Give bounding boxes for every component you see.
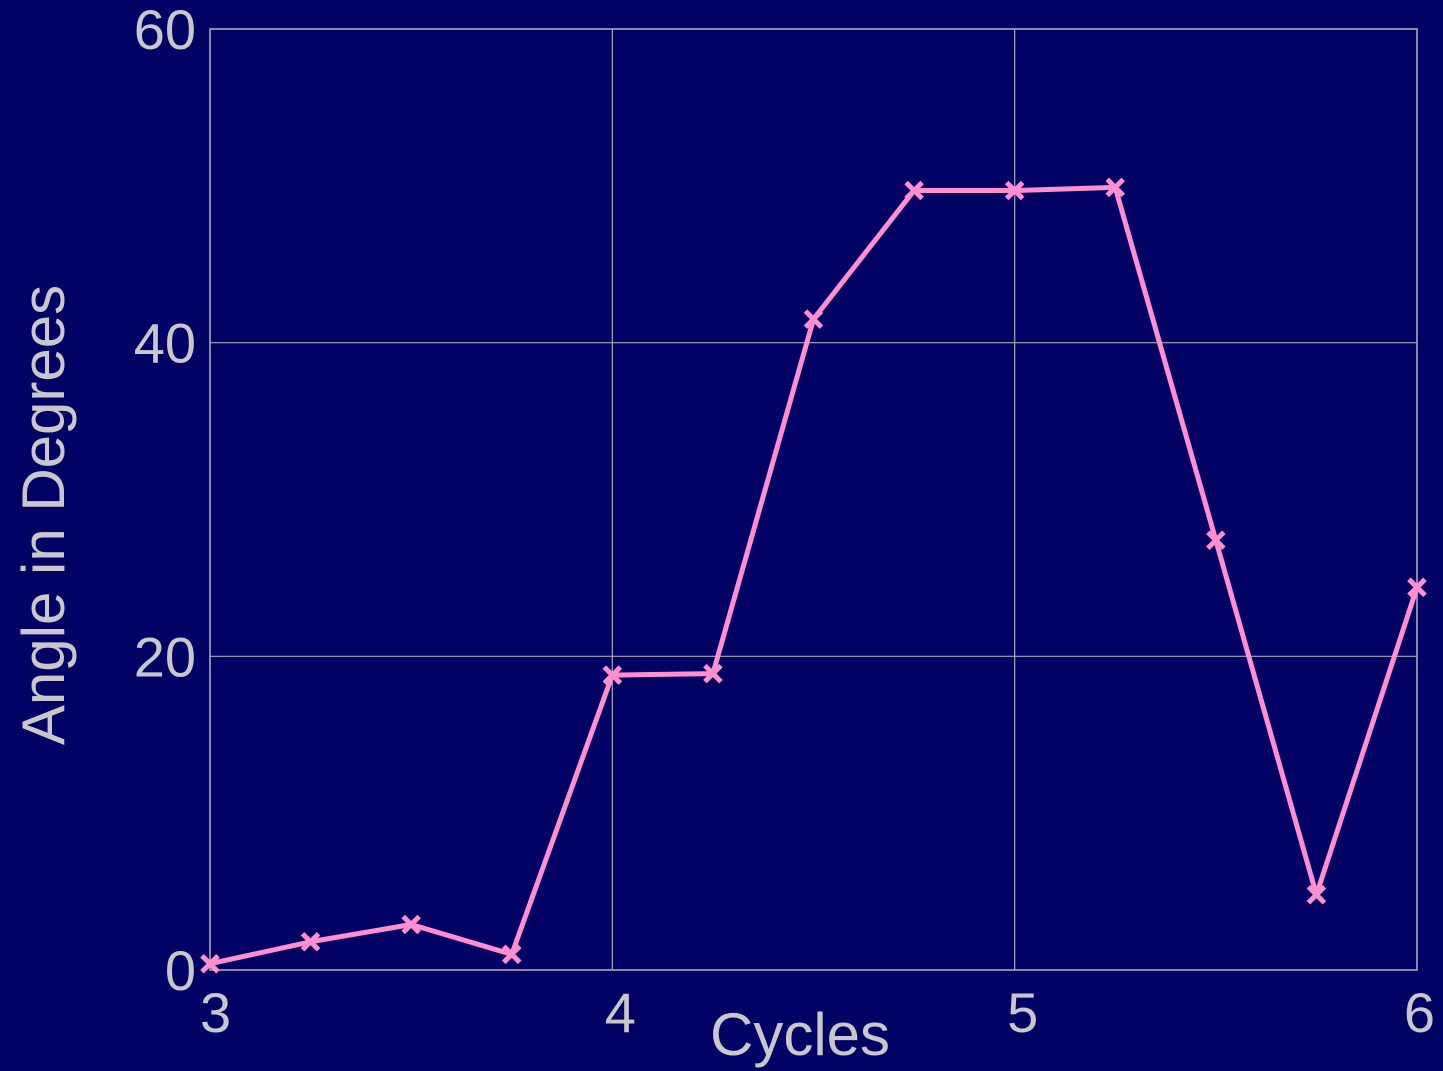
x-tick-label: 3 (200, 981, 231, 1044)
data-point (1206, 530, 1226, 551)
y-tick-label: 60 (134, 0, 196, 61)
data-point (401, 914, 421, 935)
y-tick-label: 40 (134, 312, 196, 375)
data-point (904, 180, 924, 201)
y-tick-label: 0 (165, 939, 196, 1002)
x-tick-label: 6 (1404, 981, 1435, 1044)
y-tick-label: 20 (134, 625, 196, 688)
data-point (1004, 180, 1025, 201)
data-point (1407, 577, 1427, 598)
x-tick-label: 4 (605, 981, 636, 1044)
data-point (1306, 884, 1327, 905)
x-tick-label: 5 (1007, 981, 1038, 1044)
data-point (200, 953, 220, 974)
data-point (501, 944, 522, 965)
data-point (1105, 177, 1126, 198)
data-point (803, 309, 824, 329)
data-point (602, 665, 623, 685)
data-point (703, 663, 723, 684)
data-point (300, 932, 321, 952)
x-axis-title: Cycles (710, 1001, 890, 1068)
y-axis-title: Angle in Degrees (10, 285, 77, 745)
